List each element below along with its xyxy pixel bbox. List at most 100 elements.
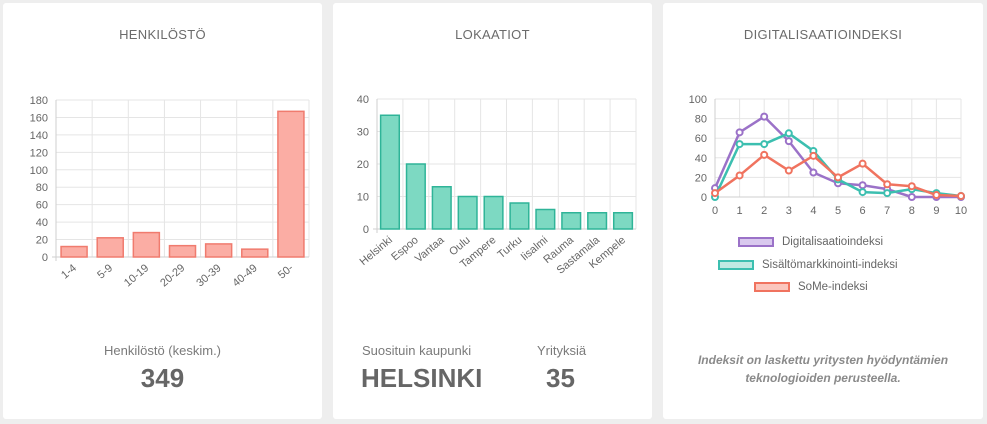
x-tick-label: 7 xyxy=(884,205,890,217)
x-tick-label: 5 xyxy=(835,205,841,217)
x-tick-label: Helsinki xyxy=(358,234,395,268)
y-tick-label: 100 xyxy=(689,94,707,106)
y-tick-label: 40 xyxy=(695,153,707,165)
x-tick-label: Vantaa xyxy=(413,234,447,266)
location-bar xyxy=(561,212,582,230)
staff-card: HENKILÖSTÖ 0 20 40 60 80 100 120 140 160 180 1-4 5-… xyxy=(3,3,322,419)
x-tick-label: 2 xyxy=(761,205,767,217)
legend-label: Digitalisaatioindeksi xyxy=(782,236,883,248)
series-point-some-indeksi xyxy=(760,150,769,159)
y-tick-label: 20 xyxy=(357,159,369,171)
location-bar xyxy=(457,195,478,230)
staff-average-label: Henkilöstö (keskim.) xyxy=(103,343,222,358)
x-tick-label: 40-49 xyxy=(230,262,259,289)
series-point-some-indeksi xyxy=(834,173,842,182)
legend-item-some[interactable]: SoMe-indeksi xyxy=(754,281,868,293)
y-tick-label: 80 xyxy=(695,114,707,126)
location-bar xyxy=(483,195,504,230)
location-bar xyxy=(379,114,401,230)
popular-city-value: HELSINKI xyxy=(361,363,483,393)
staff-bar xyxy=(204,243,233,258)
series-point-some-indeksi xyxy=(784,166,793,175)
y-tick-label: 160 xyxy=(30,112,48,124)
legend-label: Sisältömarkkinointi-indeksi xyxy=(762,259,898,271)
staff-bar xyxy=(60,245,88,258)
staff-bar xyxy=(277,110,305,258)
location-bar xyxy=(509,202,530,230)
series-point-sis-lt-markkinointi-indeksi xyxy=(735,140,744,149)
series-point-sis-lt-markkinointi-indeksi xyxy=(760,140,769,149)
y-tick-label: 20 xyxy=(36,235,48,247)
series-point-some-indeksi xyxy=(809,151,818,160)
x-tick-label: 20-29 xyxy=(158,262,187,289)
footnote-line-2: teknologioiden perusteella. xyxy=(745,371,901,385)
x-tick-label: 4 xyxy=(810,205,816,217)
series-point-some-indeksi xyxy=(711,189,719,198)
x-tick-label: 50- xyxy=(276,262,296,282)
location-bar xyxy=(431,186,452,230)
series-point-some-indeksi xyxy=(735,171,744,180)
y-tick-label: 40 xyxy=(357,94,369,106)
legend-item-digitalisaatioindeksi[interactable]: Digitalisaatioindeksi xyxy=(738,236,883,248)
series-point-some-indeksi xyxy=(858,159,867,168)
legend-label: SoMe-indeksi xyxy=(798,281,868,293)
series-point-sis-lt-markkinointi-indeksi xyxy=(858,188,867,197)
x-tick-label: 30-39 xyxy=(194,262,223,289)
y-tick-label: 100 xyxy=(30,165,48,177)
y-tick-label: 30 xyxy=(357,127,369,139)
staff-bar-chart: 0 20 40 60 80 100 120 140 160 180 1-4 5-9 10-19 20-29… xyxy=(30,95,310,289)
series-point-digitalisaatioindeksi xyxy=(784,137,793,146)
series-point-some-indeksi xyxy=(883,180,892,189)
x-tick-label: 6 xyxy=(860,205,866,217)
y-tick-label: 180 xyxy=(30,95,48,107)
staff-card-title: HENKILÖSTÖ xyxy=(119,27,206,42)
legend-item-sisaltomarkkinointi[interactable]: Sisältömarkkinointi-indeksi xyxy=(718,259,898,271)
y-tick-label: 60 xyxy=(36,200,48,212)
y-tick-label: 120 xyxy=(30,147,48,159)
y-tick-label: 80 xyxy=(36,182,48,194)
legend-swatch-red xyxy=(754,282,790,292)
popular-city-label: Suosituin kaupunki xyxy=(362,343,472,358)
x-tick-label: 8 xyxy=(909,205,915,217)
y-tick-label: 0 xyxy=(363,224,369,236)
x-tick-label: 1-4 xyxy=(59,262,79,281)
x-tick-label: 0 xyxy=(712,205,718,217)
companies-count-label: Yrityksiä xyxy=(537,343,587,358)
series-point-digitalisaatioindeksi xyxy=(760,112,769,121)
digitalization-line-chart: 0 20 40 60 80 100 0 1 2 3 4 5 6 7 8 9 10 xyxy=(689,94,967,217)
footnote-line-1: Indeksit on laskettu yritysten hyödyntäm… xyxy=(697,353,949,367)
series-point-digitalisaatioindeksi xyxy=(735,128,744,137)
y-tick-label: 10 xyxy=(357,192,369,204)
location-bar xyxy=(535,208,556,230)
location-bar xyxy=(612,212,634,230)
y-tick-label: 40 xyxy=(36,217,48,229)
series-point-some-indeksi xyxy=(932,191,941,200)
series-point-digitalisaatioindeksi xyxy=(858,181,867,190)
x-tick-label: 1 xyxy=(737,205,743,217)
y-tick-label: 0 xyxy=(701,192,707,204)
locations-card-title: LOKAATIOT xyxy=(455,27,530,42)
digitalization-card-title: DIGITALISAATIOINDEKSI xyxy=(743,27,903,42)
location-bar xyxy=(587,212,608,230)
companies-count-value: 35 xyxy=(546,363,575,393)
location-bar xyxy=(405,163,426,230)
series-point-some-indeksi xyxy=(957,192,965,201)
series-point-sis-lt-markkinointi-indeksi xyxy=(784,129,793,138)
x-tick-label: 9 xyxy=(933,205,939,217)
y-tick-label: 60 xyxy=(695,133,707,145)
x-tick-label: 5-9 xyxy=(95,262,115,281)
locations-card: LOKAATIOT 0 10 20 30 40 Helsinki Espoo Vantaa Ou… xyxy=(333,3,652,419)
digitalization-footnote: Indeksit on laskettu yritysten hyödyntäm… xyxy=(683,351,963,387)
series-point-digitalisaatioindeksi xyxy=(907,193,916,201)
staff-average-value: 349 xyxy=(140,363,185,393)
staff-bar xyxy=(168,244,197,258)
staff-bar xyxy=(241,248,269,258)
legend-swatch-teal xyxy=(718,260,754,270)
series-point-some-indeksi xyxy=(907,182,916,191)
legend-swatch-purple xyxy=(738,237,774,247)
y-tick-label: 20 xyxy=(695,172,707,184)
x-tick-label: 3 xyxy=(786,205,792,217)
x-tick-label: 10-19 xyxy=(122,262,151,289)
staff-bar xyxy=(132,231,161,258)
